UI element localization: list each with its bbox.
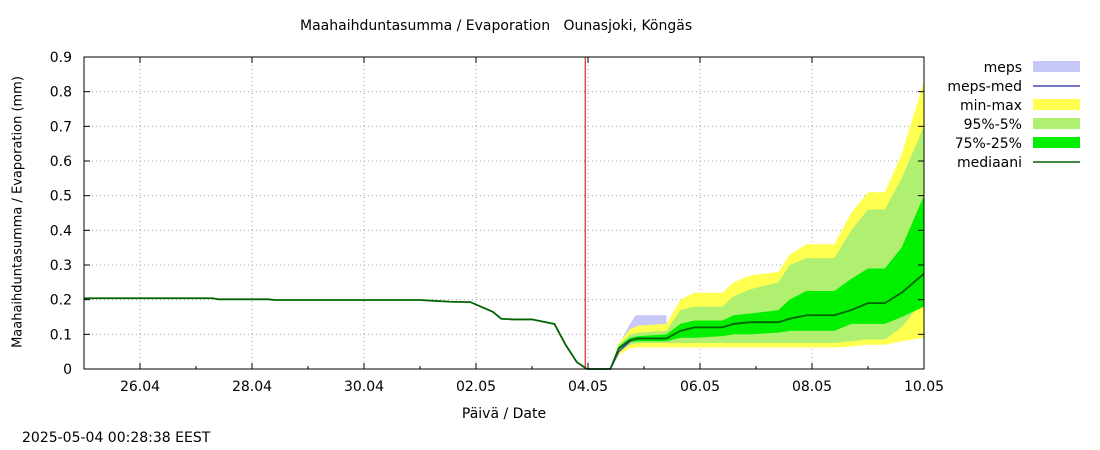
- legend-swatch: [1033, 118, 1080, 129]
- y-tick-label: 0.1: [50, 327, 72, 343]
- p75-p25-band: [588, 195, 924, 369]
- legend-label: meps: [984, 60, 1022, 76]
- y-tick-label: 0.3: [50, 258, 72, 274]
- plot-border: [83, 56, 925, 370]
- median-line: [588, 272, 925, 370]
- legend-label: meps-med: [947, 79, 1022, 95]
- y-tick-label: 0.9: [50, 50, 72, 66]
- x-tick-label: 30.04: [344, 379, 384, 395]
- legend-swatch: [1033, 137, 1080, 148]
- y-tick-label: 0.4: [50, 223, 72, 239]
- legend-label: 75%-25%: [955, 136, 1022, 152]
- x-tick-label: 10.05: [904, 379, 944, 395]
- y-tick-label: 0.6: [50, 154, 72, 170]
- x-axis-label: Päivä / Date: [461, 406, 547, 422]
- legend-swatch: [1033, 99, 1080, 110]
- series-lines: [84, 57, 925, 370]
- x-tick-label: 04.05: [568, 379, 608, 395]
- legend-label: min-max: [960, 98, 1022, 114]
- legend: meps meps-med min-max 95%-5% 75%-25% mediaani: [947, 60, 1080, 171]
- y-tick-label: 0.5: [50, 189, 72, 205]
- x-tick-label: 28.04: [232, 379, 272, 395]
- legend-label: mediaani: [957, 155, 1022, 171]
- x-tick-label: 02.05: [456, 379, 496, 395]
- forecast-bands: [588, 81, 924, 370]
- y-tick-label: 0.7: [50, 119, 72, 135]
- y-tick-label: 0.8: [50, 85, 72, 101]
- x-tick-label: 06.05: [680, 379, 720, 395]
- y-tick-label: 0.2: [50, 293, 72, 309]
- axis-ticks: 0 0.1 0.2 0.3 0.4 0.5 0.6 0.7 0.8 0.9 26.04 28.04 30…: [50, 50, 944, 395]
- generated-timestamp: 2025-05-04 00:28:38 EEST: [22, 430, 211, 446]
- plot-frame: [83, 56, 925, 370]
- legend-label: 95%-5%: [964, 117, 1022, 133]
- chart-title: Maahaihduntasumma / Evaporation Ounasjok…: [300, 18, 693, 34]
- x-tick-label: 26.04: [120, 379, 160, 395]
- legend-swatch: [1033, 61, 1080, 72]
- y-tick-label: 0: [63, 362, 72, 378]
- history-line: [84, 297, 588, 370]
- x-tick-label: 08.05: [792, 379, 832, 395]
